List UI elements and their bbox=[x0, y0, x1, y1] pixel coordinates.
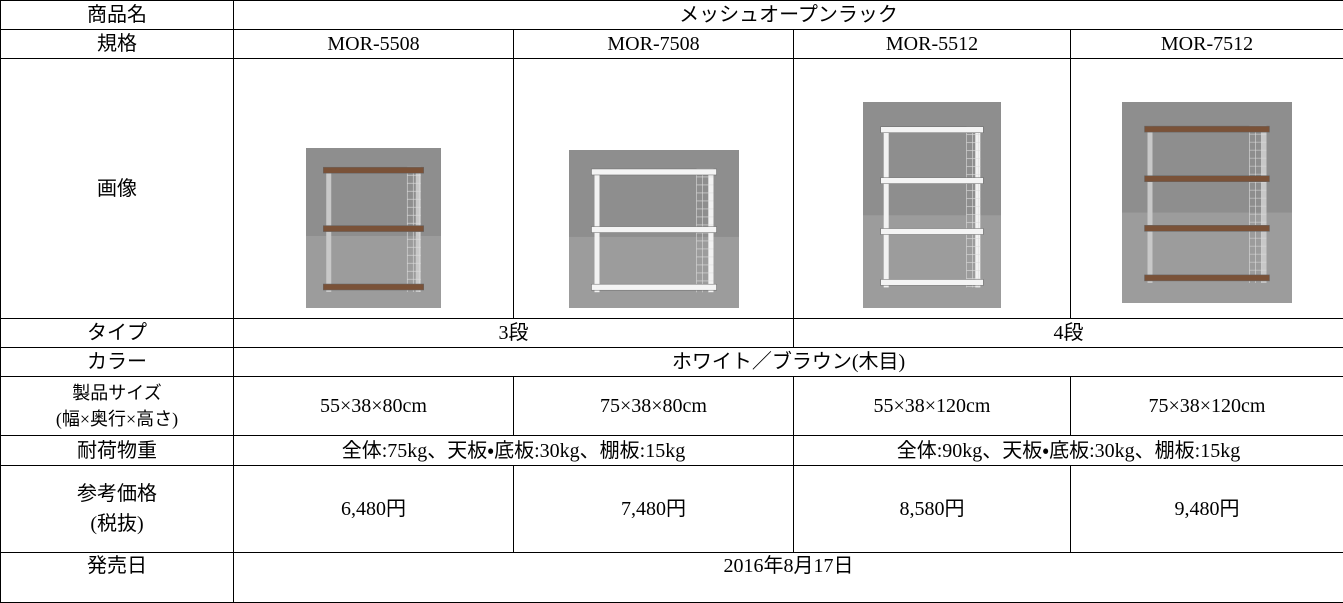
cell: 75×38×80cm bbox=[513, 376, 794, 436]
image-shape bbox=[1144, 274, 1270, 282]
image-cell bbox=[513, 58, 794, 319]
image-shape bbox=[883, 126, 889, 288]
image-shape bbox=[1144, 225, 1270, 232]
image-shape bbox=[880, 228, 984, 235]
row-label: 画像 bbox=[0, 58, 234, 319]
row: 商品名 メッシュオープンラック bbox=[0, 0, 1343, 30]
row-label: タイプ bbox=[0, 318, 234, 348]
cell: 全体:75kg、天板・底板:30kg、棚板:15kg bbox=[233, 435, 794, 466]
cell: 3段 bbox=[233, 318, 794, 348]
row-label: 発売日 bbox=[0, 552, 234, 603]
image-cell bbox=[233, 58, 514, 319]
image-shape bbox=[880, 177, 984, 184]
row: 製品サイズ (幅×奥行×高さ) 55×38×80cm 75×38×80cm 55… bbox=[0, 376, 1343, 436]
row: 規格 MOR-5508 MOR-7508 MOR-5512 MOR-7512 bbox=[0, 29, 1343, 59]
image-shape bbox=[590, 168, 717, 176]
image-shape bbox=[323, 225, 424, 232]
image-shape bbox=[880, 279, 984, 286]
cell: 9,480円 bbox=[1070, 465, 1343, 553]
row: 耐荷物重 全体:75kg、天板・底板:30kg、棚板:15kg 全体:90kg、… bbox=[0, 435, 1343, 466]
product-image bbox=[863, 102, 1001, 308]
cell: MOR-7508 bbox=[513, 29, 794, 59]
image-shape bbox=[323, 283, 424, 291]
image-shape bbox=[323, 166, 424, 174]
cell: 55×38×120cm bbox=[793, 376, 1071, 436]
cell: 75×38×120cm bbox=[1070, 376, 1343, 436]
row-label: 商品名 bbox=[0, 0, 234, 30]
image-shape bbox=[590, 283, 717, 291]
row: カラー ホワイト／ブラウン(木目) bbox=[0, 347, 1343, 377]
cell: MOR-5508 bbox=[233, 29, 514, 59]
image-shape bbox=[1261, 126, 1267, 283]
image-shape bbox=[880, 126, 984, 133]
row: 画像 bbox=[0, 58, 1343, 319]
image-shape bbox=[1144, 125, 1270, 133]
image-shape bbox=[590, 226, 717, 233]
row-label: 参考価格 (税抜) bbox=[0, 465, 234, 553]
image-shape bbox=[975, 126, 981, 288]
cell: 4段 bbox=[793, 318, 1343, 348]
row: 参考価格 (税抜) 6,480円 7,480円 8,580円 9,480円 bbox=[0, 465, 1343, 553]
image-shape bbox=[1147, 126, 1153, 283]
cell: MOR-5512 bbox=[793, 29, 1071, 59]
cell: 7,480円 bbox=[513, 465, 794, 553]
cell: MOR-7512 bbox=[1070, 29, 1343, 59]
row: 発売日 2016年8月17日 bbox=[0, 552, 1343, 603]
row-label: 規格 bbox=[0, 29, 234, 59]
image-cell bbox=[793, 58, 1071, 319]
product-image bbox=[1122, 102, 1292, 303]
cell: 2016年8月17日 bbox=[233, 552, 1343, 603]
cell: 6,480円 bbox=[233, 465, 514, 553]
cell: ホワイト／ブラウン(木目) bbox=[233, 347, 1343, 377]
cell: 全体:90kg、天板・底板:30kg、棚板:15kg bbox=[793, 435, 1343, 466]
cell: 8,580円 bbox=[793, 465, 1071, 553]
cell: メッシュオープンラック bbox=[233, 0, 1343, 30]
row-label: 製品サイズ (幅×奥行×高さ) bbox=[0, 376, 234, 436]
cell: 55×38×80cm bbox=[233, 376, 514, 436]
row: タイプ 3段 4段 bbox=[0, 318, 1343, 348]
row-label: 耐荷物重 bbox=[0, 435, 234, 466]
image-cell bbox=[1070, 58, 1343, 319]
image-shape bbox=[1144, 175, 1270, 182]
product-image bbox=[568, 150, 739, 308]
row-label: カラー bbox=[0, 347, 234, 377]
product-image bbox=[306, 148, 441, 308]
